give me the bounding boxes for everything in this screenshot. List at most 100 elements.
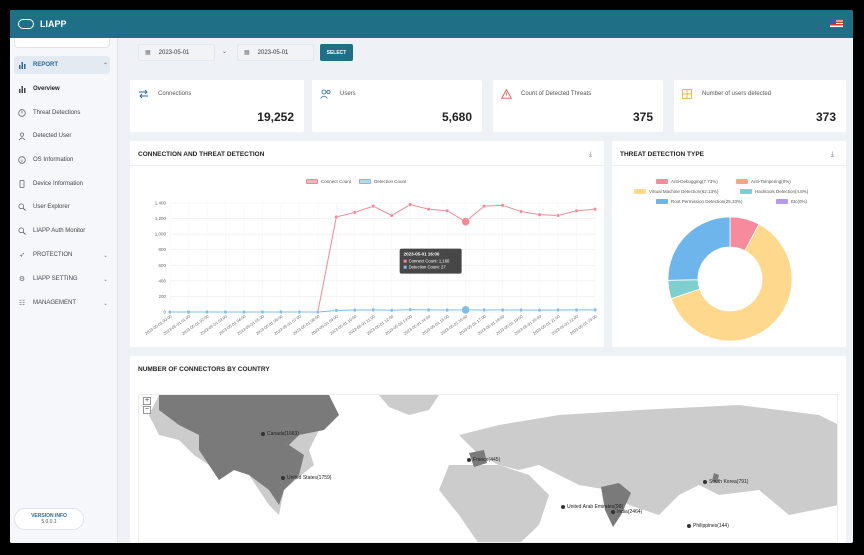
map-marker[interactable]: United States(1759) <box>281 475 331 481</box>
sidebar-item-user-explorer[interactable]: User Explorer <box>18 198 110 216</box>
sidebar-item-liapp-setting[interactable]: ⚙ LIAPP SETTING ⌄ <box>18 270 110 288</box>
data-point[interactable] <box>241 309 246 314</box>
sidebar-item-overview[interactable]: Overview <box>18 80 110 98</box>
legend-label: Connect Count <box>321 179 352 184</box>
gear-icon: ⚙ <box>18 276 26 283</box>
map-svg <box>149 395 837 542</box>
pie-legend-item[interactable]: Anti-Debugging(7.73%) <box>656 179 718 184</box>
stat-label: Connections <box>158 91 192 97</box>
data-point[interactable] <box>500 203 505 208</box>
divider <box>130 165 604 166</box>
pie-legend-item[interactable]: Anti-Tampering(0%) <box>736 179 791 184</box>
data-point[interactable] <box>556 307 561 312</box>
map-marker[interactable]: India(2464) <box>611 509 642 515</box>
data-point[interactable] <box>519 308 524 313</box>
data-point[interactable] <box>260 309 265 314</box>
data-point[interactable] <box>445 208 450 213</box>
select-button[interactable]: SELECT <box>320 44 353 61</box>
data-point[interactable] <box>482 204 487 209</box>
app-logo[interactable]: LIAPP <box>18 19 67 29</box>
calendar-icon: ▦ <box>244 50 250 56</box>
map-marker[interactable]: Philippines(144) <box>687 523 729 529</box>
donut-slice[interactable] <box>670 223 793 342</box>
map-marker[interactable]: Canada(1683) <box>261 431 299 437</box>
main-content: ▦ 2023-05-01 ⌄ ▦ 2023-05-01 SELECT Conne… <box>128 38 846 543</box>
data-point[interactable] <box>482 307 487 312</box>
donut-chart[interactable] <box>612 141 846 347</box>
data-point[interactable] <box>334 308 339 313</box>
data-point[interactable] <box>186 309 191 314</box>
data-point[interactable] <box>445 308 450 313</box>
y-tick-label: 600 <box>158 263 166 268</box>
data-point[interactable] <box>426 207 431 212</box>
download-icon[interactable]: ⤓ <box>830 151 834 158</box>
map-marker[interactable]: South Korea(791) <box>703 479 748 485</box>
map-marker[interactable]: United Arab Emirates(98) <box>561 504 623 510</box>
pie-legend-item[interactable]: Root Permission Detection(25.33%) <box>656 199 743 204</box>
legend-swatch <box>736 179 748 184</box>
sidebar-item-protection[interactable]: ➶ PROTECTION ⌄ <box>18 246 110 264</box>
sidebar-item-auth-monitor[interactable]: LIAPP Auth Monitor <box>18 222 110 240</box>
sidebar-item-detected-user[interactable]: Detected User <box>18 127 110 145</box>
start-date-input[interactable]: ▦ 2023-05-01 <box>138 44 215 61</box>
data-point[interactable] <box>297 309 302 314</box>
data-point[interactable] <box>352 308 357 313</box>
sidebar-item-threat-detections[interactable]: Threat Detections <box>18 104 110 122</box>
pie-legend-item[interactable]: Hacktools Detection(4.8%) <box>740 189 808 194</box>
sidebar-item-report[interactable]: REPORT ⌃ <box>14 56 110 74</box>
data-point[interactable] <box>574 208 579 213</box>
data-point[interactable] <box>408 202 413 207</box>
start-date-value: 2023-05-01 <box>158 49 190 56</box>
zoom-in-button[interactable]: + <box>143 397 151 405</box>
map-marker[interactable]: France(445) <box>467 457 500 463</box>
data-point[interactable] <box>371 204 376 209</box>
data-point[interactable] <box>352 210 357 215</box>
stat-value: 373 <box>815 110 836 124</box>
data-point[interactable] <box>371 307 376 312</box>
data-point[interactable] <box>593 307 598 312</box>
data-point[interactable] <box>500 307 505 312</box>
data-point[interactable] <box>556 213 561 218</box>
sliders-icon: ☷ <box>18 300 26 307</box>
chevron-down-icon: ⌄ <box>102 276 108 283</box>
data-point[interactable] <box>537 212 542 217</box>
sidebar-item-label: OS Information <box>33 157 74 163</box>
zoom-out-button[interactable]: − <box>143 406 151 414</box>
y-tick-label: 200 <box>158 294 166 299</box>
us-flag-icon[interactable] <box>830 19 843 28</box>
sidebar-item-device-information[interactable]: Device Information <box>18 175 110 193</box>
data-point[interactable] <box>426 307 431 312</box>
data-point[interactable] <box>168 309 173 314</box>
data-point[interactable] <box>461 217 470 226</box>
pie-legend-item[interactable]: Virtual Machine Detection(62.13%) <box>634 189 718 194</box>
legend-swatch <box>740 189 752 194</box>
bar-chart-icon <box>18 85 26 93</box>
donut-slice[interactable] <box>667 216 731 281</box>
data-point[interactable] <box>278 309 283 314</box>
data-point[interactable] <box>389 213 394 218</box>
sidebar-item-label: PROTECTION <box>33 252 73 258</box>
end-date-input[interactable]: ▦ 2023-05-01 <box>237 44 314 61</box>
data-point[interactable] <box>408 307 413 312</box>
world-map[interactable]: + − Canada(1683) United States(1759) Fra… <box>138 394 838 543</box>
data-point[interactable] <box>389 308 394 313</box>
sidebar-item-label: Device Information <box>33 181 84 187</box>
data-point[interactable] <box>204 309 209 314</box>
version-info[interactable]: VERSION INFO 5.0.0.1 <box>14 508 84 530</box>
chevron-up-icon: ⌃ <box>102 62 108 69</box>
sidebar-item-management[interactable]: ☷ MANAGEMENT ⌄ <box>18 294 110 312</box>
data-point[interactable] <box>315 309 320 314</box>
data-point[interactable] <box>461 305 470 315</box>
pie-legend-item[interactable]: Etc(0%) <box>776 199 807 204</box>
sidebar-item-os-information[interactable]: OS Information <box>18 151 110 169</box>
data-point[interactable] <box>334 215 339 220</box>
marker-dot <box>261 432 265 436</box>
data-point[interactable] <box>574 307 579 312</box>
data-point[interactable] <box>537 308 542 313</box>
data-point[interactable] <box>593 207 598 212</box>
data-point[interactable] <box>223 309 228 314</box>
bar-chart-icon <box>18 61 26 69</box>
download-icon[interactable]: ⤓ <box>588 151 592 158</box>
data-point[interactable] <box>519 209 524 214</box>
